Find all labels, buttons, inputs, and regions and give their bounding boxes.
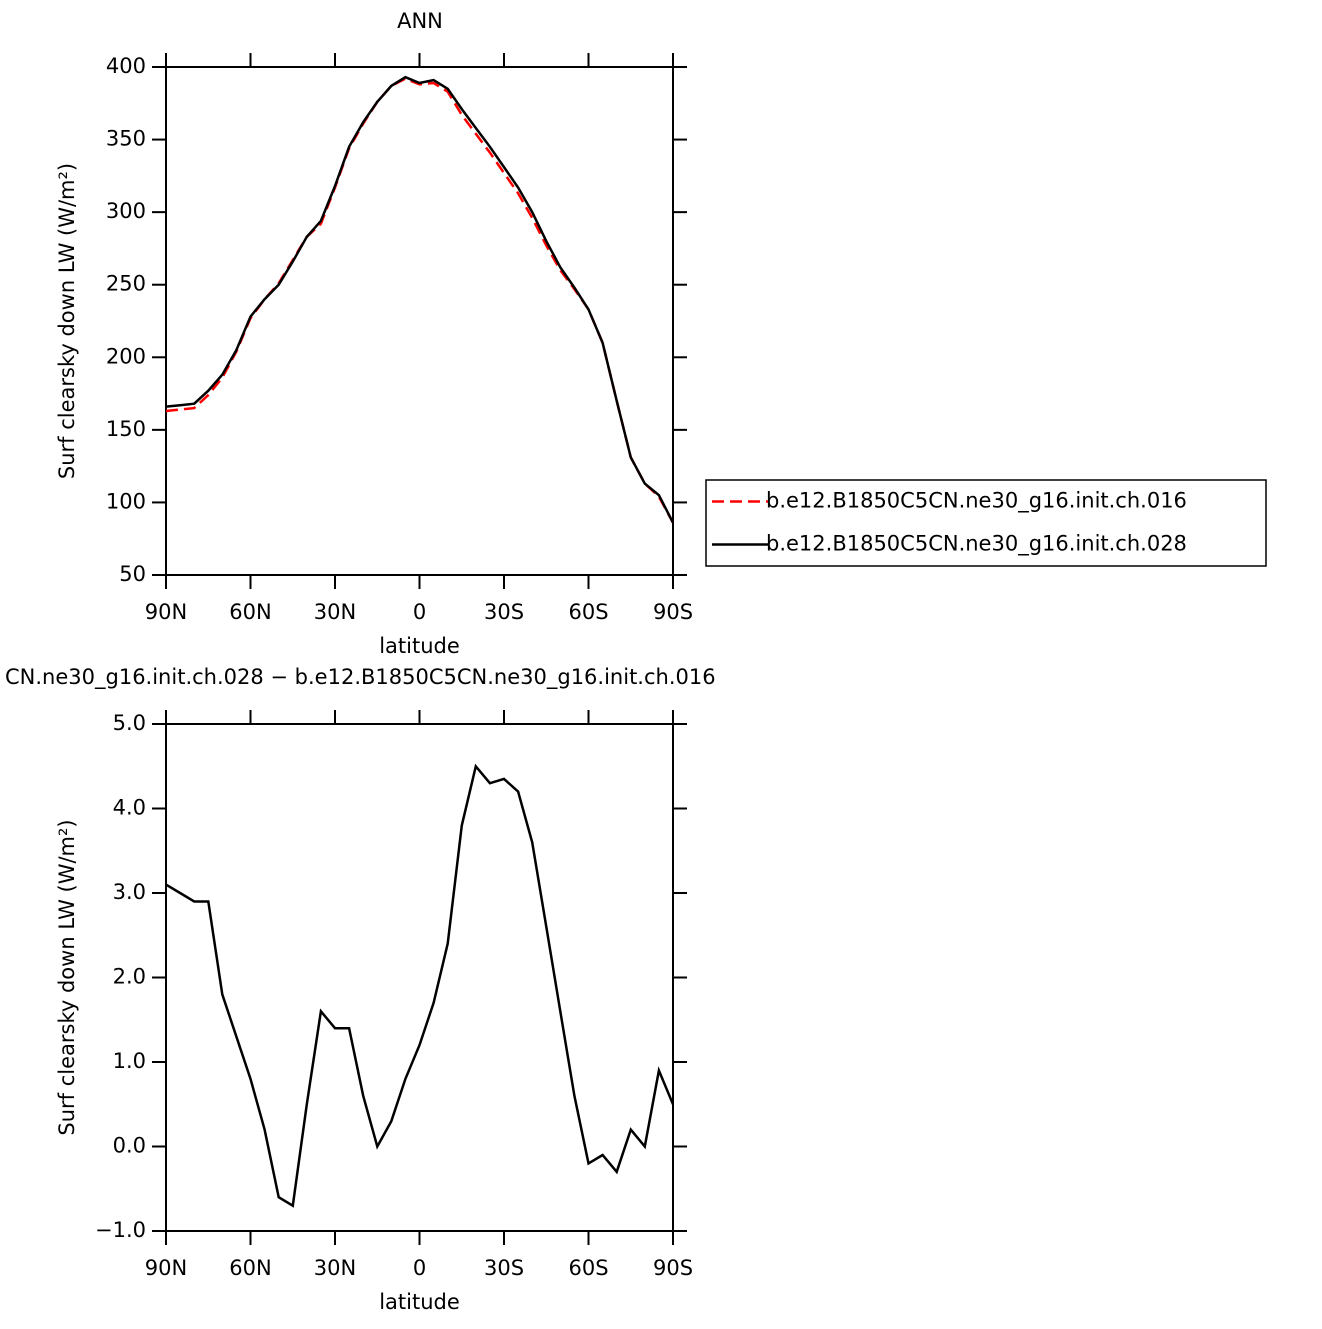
data-line: [165, 75, 675, 524]
x-tick-label: 90N: [145, 600, 187, 624]
y-tick-label: 250: [106, 272, 146, 296]
x-tick-label: 30N: [314, 1256, 356, 1280]
y-axis-label: Surf clearsky down LW (W/m²): [55, 819, 79, 1135]
y-tick-label: 0.0: [113, 1134, 146, 1158]
legend-label: b.e12.B1850C5CN.ne30_g16.init.ch.016: [766, 489, 1187, 514]
y-tick-label: 3.0: [113, 880, 146, 904]
y-tick-label: 2.0: [113, 965, 146, 989]
plot-frame: [165, 66, 674, 576]
x-tick-label: 0: [413, 1256, 426, 1280]
x-tick-label: 60N: [229, 1256, 271, 1280]
x-tick-label: 90S: [653, 600, 693, 624]
x-tick-label: 60S: [568, 1256, 608, 1280]
y-tick-label: 150: [106, 417, 146, 441]
x-tick-label: 30S: [484, 1256, 524, 1280]
x-tick-label: 60S: [568, 600, 608, 624]
data-line: [165, 763, 675, 1208]
x-tick-label: 60N: [229, 600, 271, 624]
y-tick-label: 4.0: [113, 796, 146, 820]
plot-frame: [165, 723, 674, 1232]
x-tick-label: 90S: [653, 1256, 693, 1280]
y-tick-label: 200: [106, 344, 146, 368]
x-axis-label: latitude: [379, 634, 460, 658]
y-tick-label: 1.0: [113, 1049, 146, 1073]
x-axis-label: latitude: [379, 1290, 460, 1314]
y-tick-label: 50: [119, 562, 146, 586]
x-tick-label: 90N: [145, 1256, 187, 1280]
y-tick-label: 350: [106, 127, 146, 151]
x-tick-label: 30S: [484, 600, 524, 624]
y-tick-label: 5.0: [113, 711, 146, 735]
x-tick-label: 0: [413, 600, 426, 624]
x-tick-label: 30N: [314, 600, 356, 624]
y-tick-label: 300: [106, 199, 146, 223]
legend-box: [705, 479, 1267, 567]
data-line: [165, 77, 675, 524]
legend-label: b.e12.B1850C5CN.ne30_g16.init.ch.028: [766, 532, 1187, 557]
y-tick-label: 100: [106, 489, 146, 513]
chart-title: ANN: [397, 9, 443, 33]
chart-title: CN.ne30_g16.init.ch.028 − b.e12.B1850C5C…: [5, 665, 716, 690]
y-axis-label: Surf clearsky down LW (W/m²): [55, 163, 79, 479]
y-tick-label: 400: [106, 54, 146, 78]
y-tick-label: −1.0: [95, 1218, 146, 1242]
